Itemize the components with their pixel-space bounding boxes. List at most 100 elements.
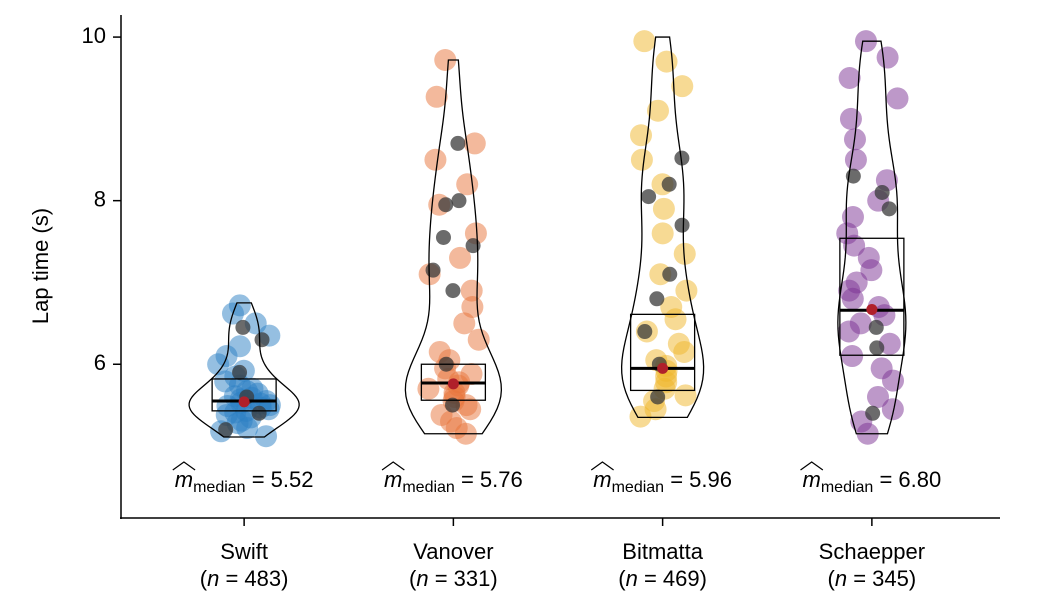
annotation-hat — [800, 461, 824, 471]
annotation: mmedian = 5.76 — [384, 467, 523, 496]
highlight-point — [637, 324, 653, 340]
highlight-point — [218, 422, 234, 438]
annotation-symbol: m — [175, 467, 193, 492]
annotation-hat — [172, 461, 196, 471]
mean-point — [657, 362, 669, 374]
point — [460, 363, 483, 386]
point — [886, 87, 909, 110]
point — [633, 30, 656, 53]
point — [673, 242, 696, 265]
annotation-symbol: m — [384, 467, 402, 492]
highlight-point — [881, 201, 897, 217]
point — [667, 332, 690, 355]
annotation-text: = 5.76 — [455, 467, 523, 492]
annotation-subscript: median — [402, 479, 454, 496]
point — [467, 328, 490, 351]
point — [660, 295, 683, 318]
annotation-text: = 5.96 — [664, 467, 732, 492]
point — [674, 384, 697, 407]
sample-size-part: = 469) — [638, 566, 707, 591]
highlight-point — [235, 319, 251, 335]
highlight-point — [674, 150, 690, 166]
sample-size-part: n — [835, 566, 847, 591]
point — [841, 206, 864, 229]
violin — [404, 59, 503, 435]
sample-size-label: (n = 483) — [200, 566, 289, 591]
y-tick-label: 10 — [82, 23, 106, 48]
annotation-hat — [590, 461, 614, 471]
point — [456, 173, 479, 196]
annotation: mmedian = 5.52 — [175, 467, 314, 496]
highlight-point — [465, 238, 481, 254]
point — [878, 332, 901, 355]
point — [849, 312, 872, 335]
point — [228, 294, 251, 317]
highlight-point — [438, 197, 454, 213]
highlight-point — [251, 405, 267, 421]
highlight-point — [425, 262, 441, 278]
y-tick-label: 6 — [94, 350, 106, 375]
sample-size-part: ( — [200, 566, 208, 591]
highlight-point — [650, 389, 666, 405]
highlight-point — [641, 189, 657, 205]
highlight-point — [865, 405, 881, 421]
annotation-subscript: median — [193, 479, 245, 496]
point — [460, 279, 483, 302]
x-tick-label: Vanover — [413, 539, 493, 564]
x-tick-label: Schaepper — [819, 539, 925, 564]
point — [839, 107, 862, 130]
box — [629, 313, 696, 392]
x-tick-label: Bitmatta — [622, 539, 703, 564]
violin — [188, 302, 300, 438]
sample-size-part: ( — [828, 566, 836, 591]
annotation-text: = 6.80 — [873, 467, 941, 492]
annotation: mmedian = 6.80 — [803, 467, 942, 496]
point — [228, 335, 251, 358]
point — [651, 222, 674, 245]
violin — [620, 36, 705, 419]
point — [630, 148, 653, 171]
highlight-point — [451, 193, 467, 209]
x-tick-label: Swift — [220, 539, 268, 564]
point — [453, 312, 476, 335]
point — [845, 271, 868, 294]
highlight-point — [444, 397, 460, 413]
sample-size-part: n — [207, 566, 219, 591]
sample-size-part: n — [626, 566, 638, 591]
point — [425, 85, 448, 108]
highlight-point — [232, 364, 248, 380]
point — [866, 385, 889, 408]
annotation-subscript: median — [612, 479, 664, 496]
point — [671, 75, 694, 98]
highlight-point — [435, 229, 451, 245]
sample-size-part: = 483) — [219, 566, 288, 591]
sample-size-part: ( — [409, 566, 417, 591]
point — [417, 377, 440, 400]
point — [870, 357, 893, 380]
point — [655, 50, 678, 73]
point — [841, 345, 864, 368]
point — [434, 48, 457, 71]
sample-size-part: n — [416, 566, 428, 591]
highlight-point — [868, 319, 884, 335]
sample-size-part: = 345) — [847, 566, 916, 591]
point — [652, 197, 675, 220]
sample-size-label: (n = 345) — [828, 566, 917, 591]
annotation-subscript: median — [821, 479, 873, 496]
point — [646, 99, 669, 122]
annotation: mmedian = 5.96 — [593, 467, 732, 496]
point — [857, 246, 880, 269]
highlight-point — [874, 184, 890, 200]
highlight-point — [254, 332, 270, 348]
point — [838, 66, 861, 89]
annotation-symbol: m — [803, 467, 821, 492]
sample-size-label: (n = 469) — [618, 566, 707, 591]
point — [424, 148, 447, 171]
point — [449, 246, 472, 269]
highlight-point — [445, 283, 461, 299]
annotation-symbol: m — [593, 467, 611, 492]
box — [839, 237, 905, 356]
mean-point — [447, 378, 459, 390]
box — [211, 378, 277, 412]
sample-size-part: = 331) — [429, 566, 498, 591]
